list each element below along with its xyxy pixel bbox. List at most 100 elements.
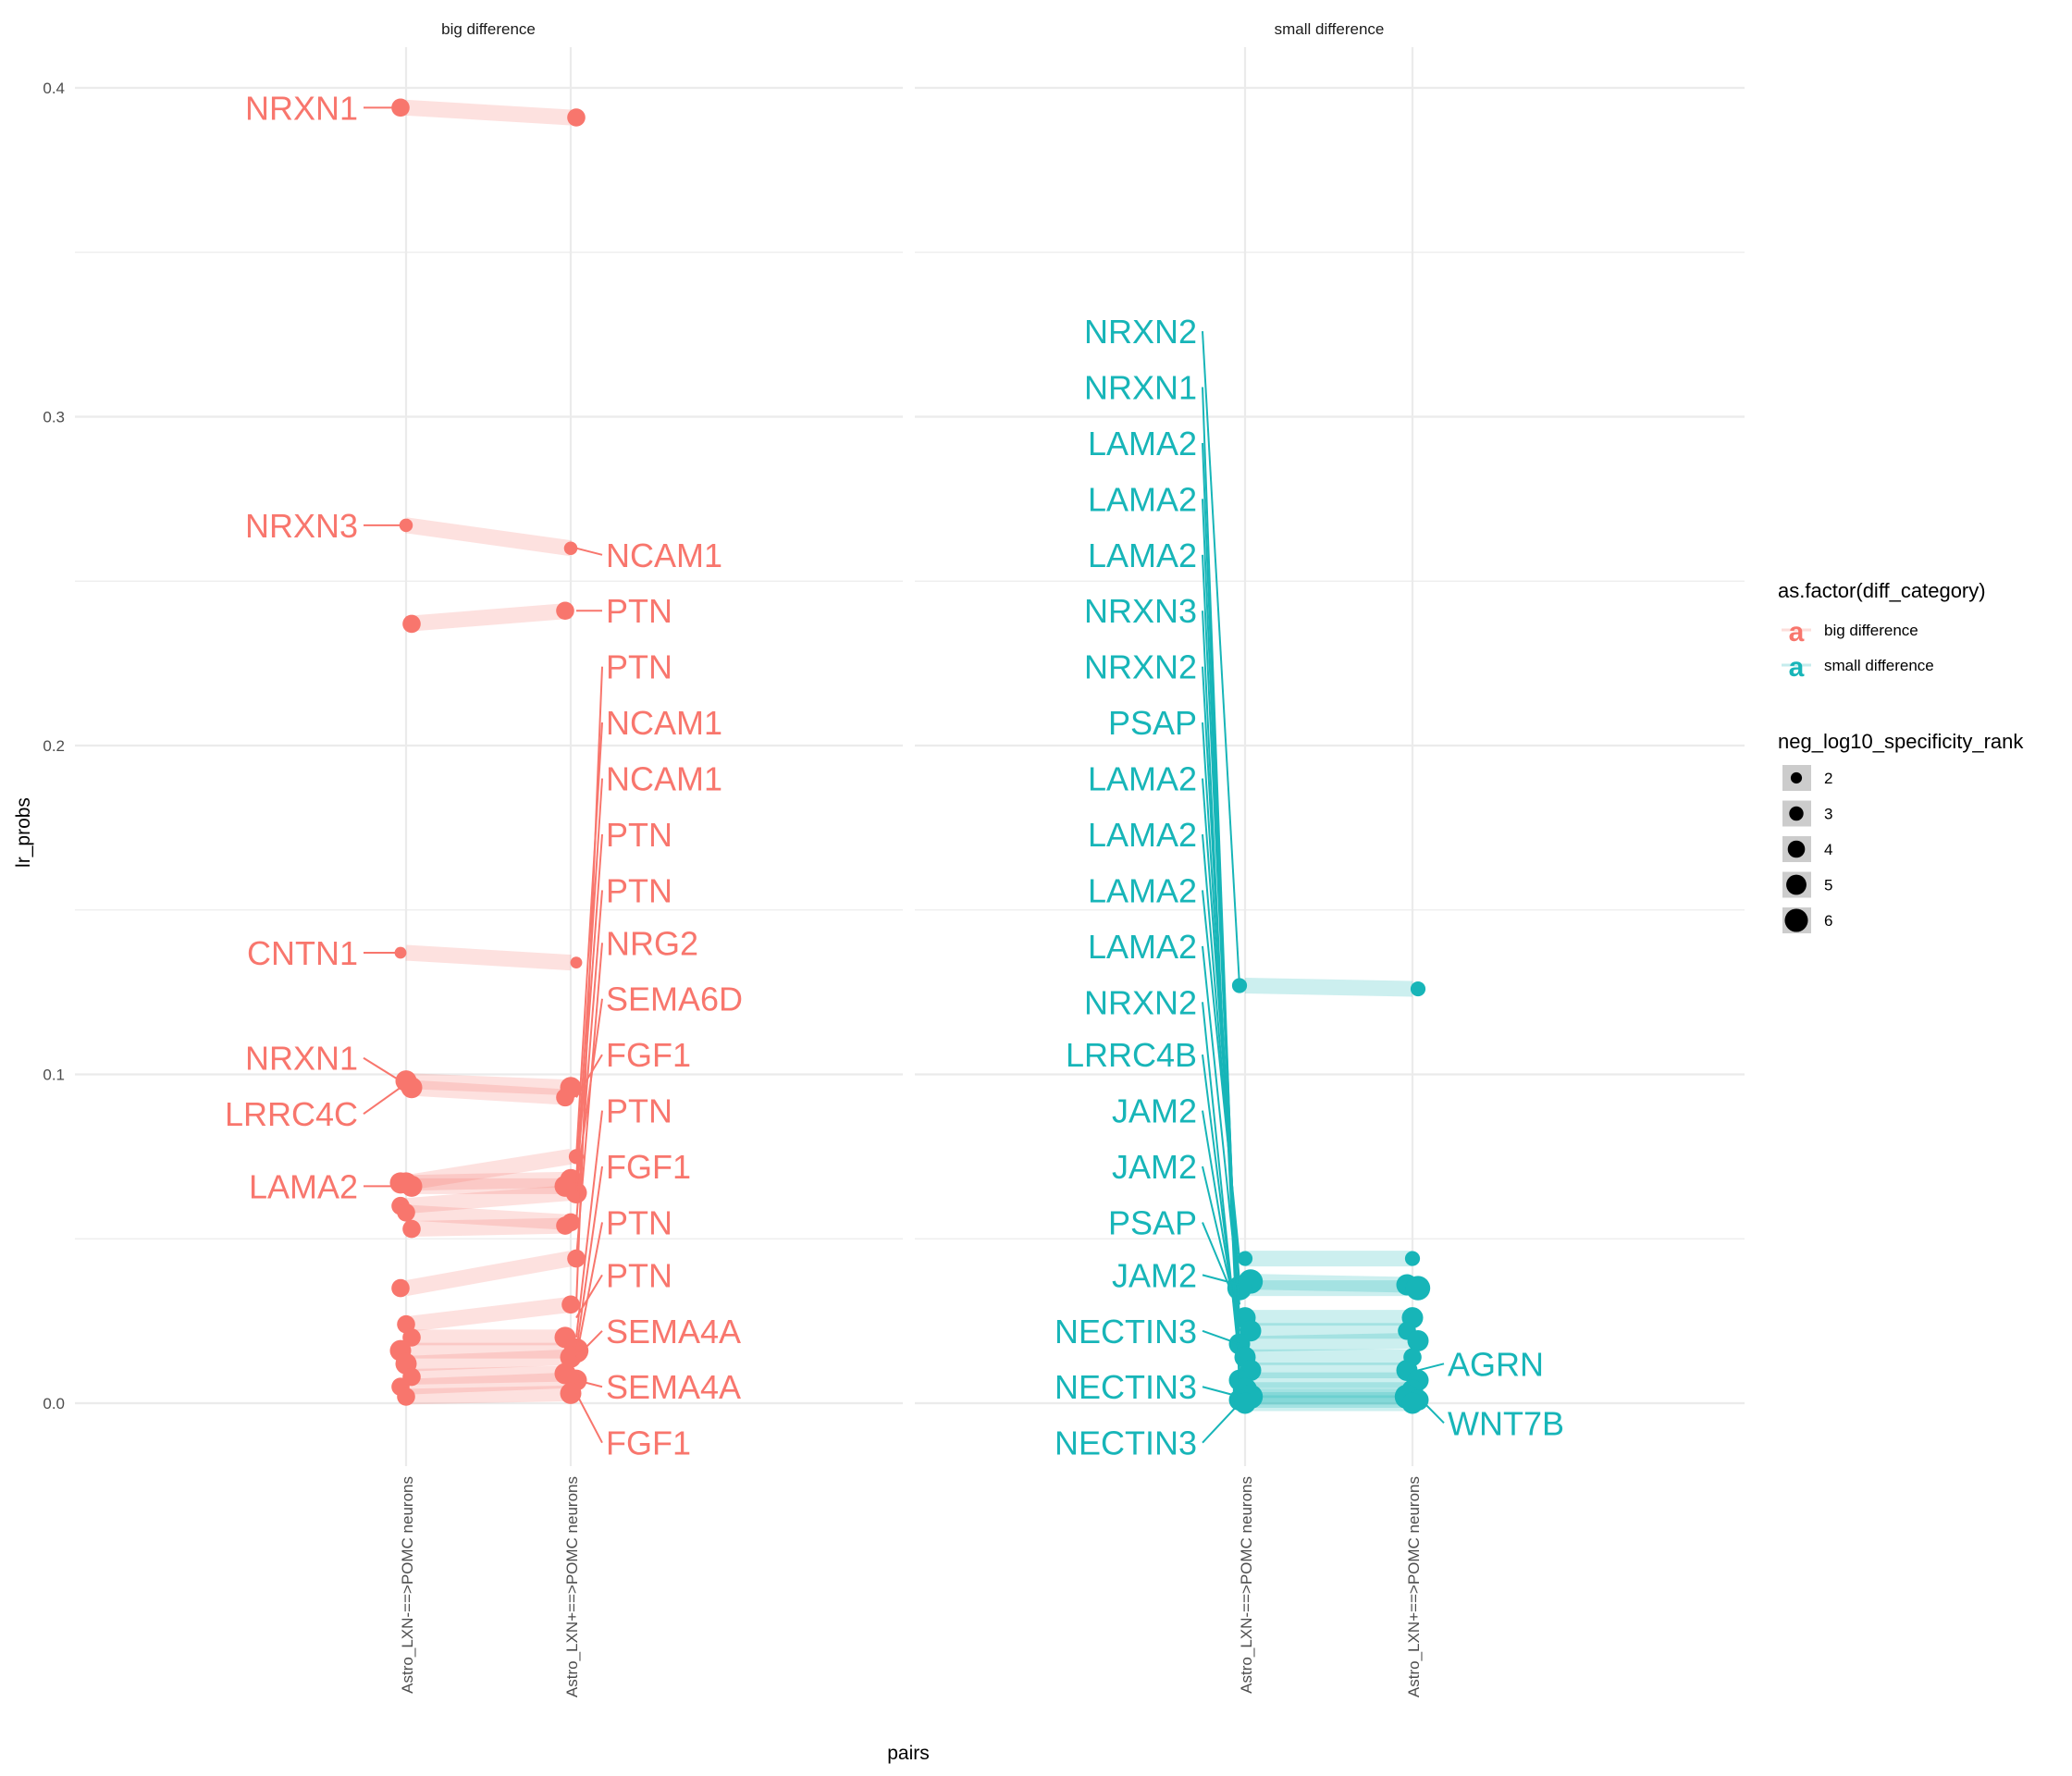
point-label: PTN (606, 816, 672, 854)
strip-label-small: small difference (1275, 20, 1385, 38)
pair-segment (405, 1385, 572, 1405)
legend: as.factor(diff_category) a big difference… (1778, 579, 2024, 933)
point-target (560, 1382, 582, 1404)
pair-segment (405, 1185, 572, 1215)
pair-segment (405, 944, 572, 971)
pair-segment (405, 1079, 572, 1105)
label-leader-line (575, 998, 603, 1187)
label-leader-line (575, 1166, 603, 1351)
point-label: NRXN2 (1084, 983, 1197, 1021)
pair-segment (1244, 1273, 1413, 1293)
point-label: SEMA4A (606, 1368, 741, 1406)
point-label: NRXN3 (1084, 592, 1197, 630)
pair-segment (405, 1171, 572, 1191)
legend-size-dot (1790, 771, 1803, 784)
point-target (556, 1216, 574, 1235)
pair-segment (405, 602, 572, 632)
point-label: LRRC4B (1066, 1036, 1197, 1074)
point-label: LAMA2 (1088, 760, 1197, 798)
point-label: LAMA2 (1088, 871, 1197, 909)
point-source (397, 1388, 415, 1406)
legend-key-glyph: a (1789, 617, 1805, 648)
point-label: NRG2 (606, 924, 698, 962)
legend-color-title: as.factor(diff_category) (1778, 579, 1986, 602)
x-tick-label: Astro_LXN+==>POMC neurons (1405, 1476, 1423, 1697)
label-leader-line (1202, 945, 1240, 1305)
pair-segment (405, 1073, 572, 1096)
point-label: JAM2 (1112, 1092, 1197, 1130)
point-label: LAMA2 (1088, 928, 1197, 966)
point-label: PTN (606, 1203, 672, 1241)
legend-label: 5 (1824, 877, 1832, 894)
point-label: NRXN3 (245, 507, 358, 545)
point-source (402, 1219, 421, 1239)
point-target (1405, 1276, 1431, 1301)
x-tick-label: Astro_LXN+==>POMC neurons (563, 1476, 581, 1697)
point-target (570, 956, 583, 969)
point-label: PTN (606, 592, 672, 630)
label-leader-line (363, 1086, 401, 1115)
point-label: NCAM1 (606, 760, 722, 798)
point-source (402, 1328, 421, 1347)
point-label: LAMA2 (1088, 480, 1197, 518)
point-label: NRXN1 (245, 89, 358, 127)
y-tick-label: 0.1 (43, 1067, 65, 1084)
legend-label: small difference (1824, 657, 1934, 674)
point-label: LAMA2 (1088, 816, 1197, 854)
pair-segment (405, 1372, 572, 1395)
point-target (1401, 1392, 1424, 1414)
point-label: NECTIN3 (1054, 1368, 1197, 1406)
y-tick-label: 0.0 (43, 1395, 65, 1412)
pair-segment (404, 1148, 573, 1191)
point-label: PSAP (1108, 704, 1197, 742)
point-label: NRXN1 (245, 1040, 358, 1078)
point-source (391, 1278, 410, 1298)
pair-segment (405, 1217, 572, 1238)
label-leader-line (575, 1330, 603, 1358)
legend-label: 6 (1824, 912, 1832, 930)
point-label: LRRC4C (225, 1095, 358, 1133)
pair-segment (404, 517, 573, 557)
grid-layer (75, 47, 1745, 1466)
legend-label: 4 (1824, 841, 1832, 858)
point-label: SEMA6D (606, 980, 743, 1018)
label-leader-line (575, 778, 603, 1180)
label-leader-line (1202, 1329, 1240, 1345)
point-source (399, 518, 413, 533)
label-leader-line (1202, 1386, 1240, 1398)
point-target (563, 541, 578, 555)
y-tick-label: 0.3 (43, 409, 65, 426)
label-leader-line (1202, 890, 1240, 1259)
point-label: FGF1 (606, 1036, 691, 1074)
pair-segment (405, 1204, 572, 1230)
point-label: WNT7B (1448, 1404, 1564, 1442)
point-label: PSAP (1108, 1203, 1197, 1241)
label-leader-line (575, 1379, 603, 1388)
point-source (397, 1203, 415, 1222)
point-target (556, 1088, 574, 1107)
point-label: SEMA4A (606, 1313, 741, 1350)
pair-segment (1244, 1332, 1413, 1352)
label-leader-line (575, 1222, 603, 1358)
y-axis-title: lr_probs (13, 797, 34, 868)
label-leader-line (1202, 1402, 1240, 1444)
label-leader-line (575, 833, 603, 1193)
label-leader-line (1417, 1396, 1445, 1424)
point-label: NRXN2 (1084, 648, 1197, 686)
point-target (561, 1295, 580, 1314)
legend-size-title: neg_log10_specificity_rank (1778, 730, 2024, 753)
point-target (556, 601, 574, 621)
pair-segment (404, 1296, 573, 1333)
label-leader-line (1417, 1363, 1445, 1372)
y-ticks: 0.0 0.1 0.2 0.3 0.4 (43, 80, 65, 1412)
point-label: CNTN1 (247, 934, 358, 972)
legend-size-dot (1784, 908, 1808, 932)
x-tick-label: Astro_LXN-==>POMC neurons (1238, 1476, 1255, 1694)
point-target (567, 108, 586, 127)
point-label: FGF1 (606, 1148, 691, 1186)
label-leader-line (575, 1392, 603, 1444)
point-label: PTN (606, 648, 672, 686)
pair-segment (1244, 978, 1413, 997)
point-label: NRXN2 (1084, 313, 1197, 351)
